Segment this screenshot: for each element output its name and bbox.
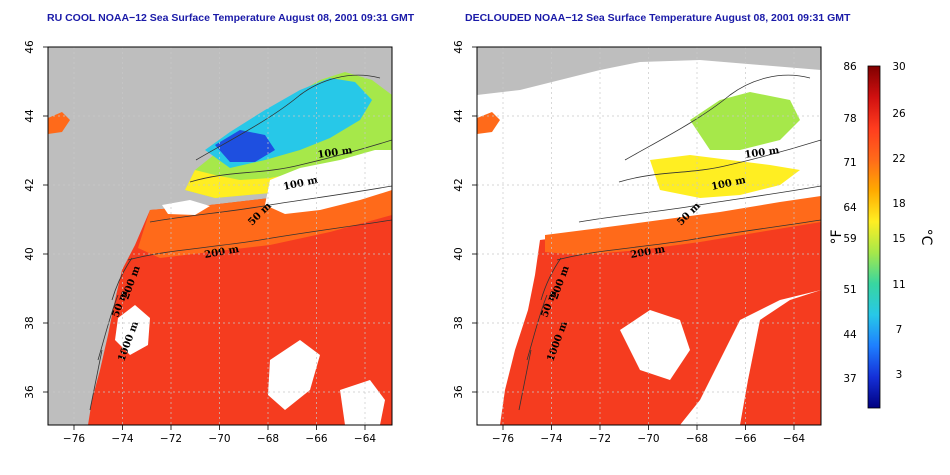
left-x-tick-label: −76 — [63, 433, 85, 445]
right-warm-ocean — [500, 200, 821, 425]
left-y-tick-label: 38 — [24, 316, 36, 329]
left-x-tick-label: −66 — [305, 433, 327, 445]
right-axis-ticks: −76 −74 −72 −70 −68 −66 −64 36 38 40 42 44 46 — [453, 40, 805, 445]
right-x-tick-label: −72 — [589, 433, 611, 445]
colorbar-gradient — [867, 65, 881, 409]
left-coldest-water — [215, 130, 275, 162]
left-contour-label: 100 m — [317, 145, 354, 161]
right-map-title: DECLOUDED NOAA−12 Sea Surface Temperatur… — [465, 12, 851, 24]
colorbar-celsius-label: 3 — [896, 369, 903, 381]
colorbar-fahrenheit-label: 44 — [843, 329, 857, 341]
right-y-tick-label: 44 — [453, 109, 465, 123]
fahrenheit-unit: °F — [829, 229, 845, 244]
right-sst-map: 100 m 100 m 50 m 200 m 50 m 200 m 1000 m… — [453, 40, 822, 445]
left-bathymetry-contours — [89, 74, 392, 411]
celsius-unit: °C — [918, 229, 934, 246]
right-y-tick-label: 46 — [453, 40, 465, 54]
left-y-tick-label: 36 — [24, 385, 36, 399]
left-cloud-patch — [340, 380, 385, 425]
colorbar-fahrenheit-label: 37 — [843, 373, 856, 385]
left-x-tick-label: −64 — [354, 433, 376, 445]
left-y-tick-label: 44 — [24, 109, 36, 123]
right-map-frame — [476, 46, 822, 426]
left-axis-ticks: −76 −74 −72 −70 −68 −66 −64 36 38 40 42 44 46 — [24, 40, 376, 445]
right-y-tick-label: 42 — [453, 178, 465, 191]
right-x-tick-label: −76 — [492, 433, 514, 445]
left-map-title: RU COOL NOAA−12 Sea Surface Temperature … — [47, 12, 415, 24]
right-warm-ocean — [740, 290, 821, 425]
colorbar-fahrenheit-label: 59 — [843, 233, 856, 245]
colorbar-labels: 86 78 71 64 59 51 44 37 30 26 22 18 15 11 7 3 — [843, 61, 906, 385]
colorbar-fahrenheit-label: 78 — [843, 113, 856, 125]
left-cloud-patch — [265, 150, 392, 214]
right-cloud-hole — [620, 310, 690, 380]
right-y-tick-label: 36 — [453, 385, 465, 399]
colorbar-celsius-label: 7 — [896, 324, 903, 336]
left-y-tick-label: 40 — [24, 247, 36, 260]
left-y-tick-label: 42 — [24, 178, 36, 191]
left-cloud-patch — [268, 340, 320, 410]
colorbar-celsius-label: 18 — [892, 198, 905, 210]
right-sst-speck — [477, 112, 500, 134]
left-cloud-patch — [115, 305, 150, 355]
right-contour-label: 100 m — [744, 145, 781, 161]
right-x-tick-label: −64 — [783, 433, 805, 445]
right-shelf-water — [650, 155, 800, 198]
right-bathymetry-contours — [518, 74, 821, 411]
right-y-tick-label: 38 — [453, 316, 465, 329]
colorbar-celsius-label: 26 — [892, 108, 906, 120]
right-x-tick-label: −74 — [540, 433, 562, 445]
colorbar-fahrenheit-label: 51 — [843, 284, 856, 296]
left-cloud-patch — [162, 200, 210, 215]
left-sst-speck — [48, 112, 70, 134]
colorbar-celsius-label: 15 — [892, 233, 905, 245]
left-x-tick-label: −68 — [257, 433, 279, 445]
left-x-tick-label: −70 — [208, 433, 230, 445]
right-x-tick-label: −70 — [637, 433, 659, 445]
right-x-tick-label: −66 — [734, 433, 756, 445]
left-x-tick-label: −74 — [111, 433, 133, 445]
left-map-frame — [47, 46, 393, 426]
right-warm-orange-band — [545, 196, 821, 255]
right-x-tick-label: −68 — [686, 433, 708, 445]
left-y-tick-label: 46 — [24, 40, 36, 54]
colorbar-fahrenheit-label: 64 — [843, 202, 857, 214]
right-y-tick-label: 40 — [453, 247, 465, 260]
left-x-tick-label: −72 — [160, 433, 182, 445]
temperature-colorbar: 86 78 71 64 59 51 44 37 30 26 22 18 15 11 7 3 °F °C — [829, 61, 934, 409]
colorbar-celsius-label: 11 — [892, 279, 905, 291]
colorbar-celsius-label: 22 — [892, 153, 905, 165]
right-shelf-water — [690, 92, 800, 150]
colorbar-fahrenheit-label: 71 — [843, 157, 856, 169]
colorbar-fahrenheit-label: 86 — [843, 61, 857, 73]
left-sst-map: 100 m 100 m 50 m 200 m 50 m 200 m 1000 m… — [24, 40, 393, 445]
colorbar-celsius-label: 30 — [892, 61, 905, 73]
